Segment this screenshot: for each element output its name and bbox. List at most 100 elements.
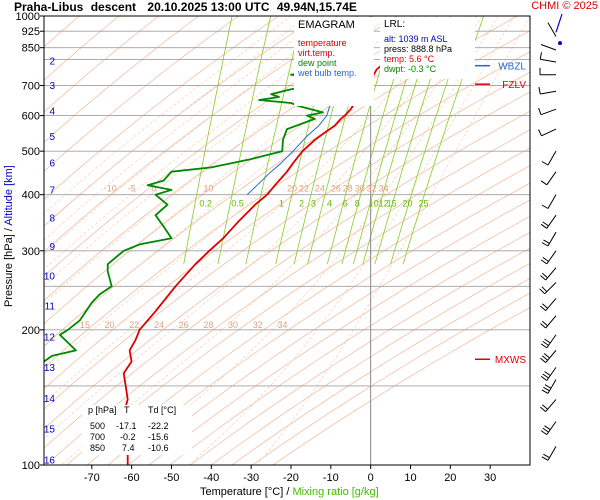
- moist-adiabat: [44, 16, 355, 270]
- stats-header-td: Td [°C]: [148, 405, 177, 415]
- wind-barb-flag: [540, 357, 547, 363]
- temperature-tick-label: -70: [84, 472, 100, 484]
- wind-barb-staff: [545, 399, 557, 412]
- stats-cell: -10.6: [148, 443, 169, 453]
- wind-barb-staff: [545, 350, 557, 363]
- wind-barb-staff: [540, 44, 557, 51]
- adiabat-label: 26: [331, 184, 341, 194]
- wind-barb-flag: [541, 286, 548, 293]
- wind-barb-flag: [541, 355, 548, 361]
- y-axis-label: Pressure [hPa] / Altitude [km]: [3, 165, 15, 307]
- series-temperature-line: [122, 42, 401, 465]
- stats-header-p: p [hPa]: [88, 405, 117, 415]
- wind-barb-flag: [541, 404, 548, 410]
- wind-barb-staff: [547, 150, 557, 166]
- wind-barb-flag: [542, 221, 549, 227]
- altitude-label: 6: [49, 158, 55, 169]
- adiabat-label: 15: [80, 320, 90, 330]
- temperature-tick-label: 20: [444, 472, 456, 484]
- adiabat-label: 20: [105, 320, 115, 330]
- adiabat-label: 22: [299, 184, 309, 194]
- wind-barb-flag: [541, 204, 549, 209]
- lrl-title: LRL:: [384, 19, 406, 30]
- adiabat-label: 32: [367, 184, 377, 194]
- stats-cell: -22.2: [148, 421, 169, 431]
- wind-barb-flag: [544, 338, 551, 344]
- wind-barb-staff: [547, 194, 557, 209]
- altitude-label: 16: [44, 455, 56, 466]
- wind-barb-staff: [547, 22, 557, 37]
- adiabat-label: 10: [203, 184, 213, 194]
- wind-barb-staff: [546, 334, 557, 349]
- wind-barb-flag: [540, 305, 547, 311]
- adiabat-label: 30: [228, 320, 238, 330]
- wind-barb-flag: [540, 343, 548, 349]
- altitude-label: 14: [44, 394, 56, 405]
- stats-cell: 7.4: [122, 443, 135, 453]
- wind-barb-staff: [546, 214, 557, 229]
- mixing-ratio-label: 6: [343, 199, 348, 209]
- wind-barb-flag: [542, 373, 549, 379]
- adiabat-label: 32: [253, 320, 263, 330]
- wind-barb-staff: [545, 267, 557, 281]
- wind-barb-staff: [547, 231, 557, 247]
- mixing-ratio-label: 3: [311, 199, 316, 209]
- lrl-box: LRL: alt: 1039 m ASL press: 888.8 hPa te…: [380, 17, 475, 79]
- altitude-label: 15: [44, 425, 56, 436]
- lrl-temp: temp: 5.6 °C: [384, 54, 435, 64]
- wind-barb-flag: [541, 320, 548, 327]
- y-axis-label-sep: /: [3, 228, 15, 232]
- wind-barb-staff: [545, 298, 557, 311]
- mixing-ratio-label: 8: [355, 199, 360, 209]
- wind-barb-flag: [543, 453, 550, 459]
- x-axis-label-temperature: Temperature [°C]: [200, 486, 284, 498]
- temperature-tick-label: 10: [404, 472, 416, 484]
- x-axis-label-sep: /: [286, 486, 290, 498]
- wind-barb-flag: [540, 259, 548, 265]
- wind-barb-flag: [540, 223, 548, 229]
- wind-barb-flag: [538, 107, 542, 115]
- wind-barb-flag: [543, 239, 550, 244]
- mixing-ratio-label: 1: [279, 199, 284, 209]
- pressure-tick-label: 925: [22, 26, 40, 38]
- altitude-label: 2: [49, 57, 55, 68]
- stats-cell: -0.2: [120, 432, 136, 442]
- station-coords: 49.94N,15.74E: [276, 0, 357, 14]
- adiabat-label: -10: [104, 184, 117, 194]
- wind-barb-flag: [544, 425, 551, 431]
- wind-barb-flag: [543, 386, 550, 392]
- mixing-ratio-label: 0.2: [199, 199, 212, 209]
- mixing-ratio-label: 15: [387, 199, 397, 209]
- adiabat-label: 26: [179, 320, 189, 330]
- wind-barb-flag: [541, 161, 549, 166]
- temperature-tick-label: 0: [368, 472, 374, 484]
- wind-barb-staff: [546, 250, 557, 265]
- pressure-tick-label: 300: [22, 246, 40, 258]
- adiabat-label: 28: [343, 184, 353, 194]
- temperature-tick-label: -50: [164, 472, 180, 484]
- sounding-mode: descent: [90, 0, 137, 14]
- lrl-press: press: 888.8 hPa: [384, 44, 453, 54]
- altitude-label: 12: [44, 332, 56, 343]
- wind-barb-flag: [543, 353, 550, 359]
- wind-barb-flag: [540, 375, 548, 381]
- pressure-tick-label: 1000: [16, 11, 40, 23]
- wind-barb-staff: [541, 128, 557, 137]
- adiabat-label: 30: [355, 184, 365, 194]
- wind-barb-flag: [544, 384, 552, 389]
- wind-barb-flag: [542, 427, 549, 433]
- temperature-tick-label: 30: [484, 472, 496, 484]
- altitude-label: 4: [49, 106, 55, 117]
- plot-frame: [43, 15, 531, 466]
- wind-barb-flag: [541, 242, 549, 247]
- temperature-tick-label: -20: [283, 472, 299, 484]
- wind-barb-calm: [558, 41, 562, 46]
- adiabat-label: 20: [287, 184, 297, 194]
- pressure-tick-label: 100: [22, 460, 40, 472]
- wind-barb-flag: [540, 180, 548, 186]
- altitude-label: 10: [44, 271, 56, 282]
- adiabat-label: 34: [277, 320, 287, 330]
- stats-header-t: T: [124, 405, 130, 415]
- wind-barb-flag: [538, 129, 542, 137]
